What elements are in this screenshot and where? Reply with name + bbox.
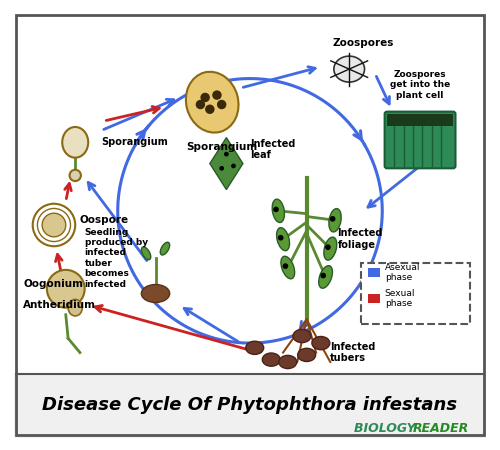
Circle shape [278, 235, 283, 241]
Ellipse shape [62, 127, 88, 158]
Circle shape [42, 213, 66, 237]
Ellipse shape [324, 237, 337, 260]
Circle shape [205, 104, 214, 114]
Text: READER: READER [413, 422, 469, 435]
Circle shape [70, 170, 81, 181]
Ellipse shape [279, 356, 297, 369]
Text: Seedling
produced by
infected
tuber
becomes
infected: Seedling produced by infected tuber beco… [84, 228, 148, 288]
Circle shape [231, 164, 236, 168]
Text: Sexual
phase: Sexual phase [384, 289, 415, 308]
Circle shape [282, 263, 288, 269]
Text: Oospore: Oospore [80, 215, 129, 225]
Ellipse shape [312, 337, 330, 350]
Text: Sporangium: Sporangium [101, 137, 168, 147]
Bar [368, 294, 380, 303]
Ellipse shape [293, 329, 311, 342]
Ellipse shape [246, 341, 264, 355]
Text: BIOLOGY: BIOLOGY [354, 422, 420, 435]
Ellipse shape [329, 209, 341, 232]
Ellipse shape [160, 242, 170, 255]
Text: Antheridium: Antheridium [24, 300, 97, 310]
Text: Zoospores
get into the
plant cell: Zoospores get into the plant cell [390, 70, 450, 100]
Text: Oogonium: Oogonium [24, 279, 84, 289]
Polygon shape [210, 138, 243, 189]
Text: Infected
leaf: Infected leaf [250, 139, 296, 160]
Ellipse shape [334, 56, 364, 82]
Circle shape [200, 93, 210, 102]
Ellipse shape [298, 348, 316, 361]
Ellipse shape [262, 353, 280, 366]
Circle shape [325, 244, 331, 250]
Circle shape [273, 207, 279, 212]
Ellipse shape [186, 72, 238, 133]
Bar [368, 269, 380, 277]
Ellipse shape [276, 228, 289, 251]
Bar [14, 374, 486, 437]
Text: Asexual
phase: Asexual phase [384, 263, 420, 283]
Ellipse shape [318, 266, 332, 288]
Circle shape [220, 166, 224, 171]
Text: Infected
foliage: Infected foliage [338, 228, 383, 250]
Ellipse shape [142, 247, 151, 260]
Bar [387, 114, 453, 126]
Ellipse shape [68, 299, 82, 316]
Circle shape [320, 273, 326, 279]
FancyBboxPatch shape [384, 112, 456, 168]
Ellipse shape [272, 199, 284, 222]
Ellipse shape [281, 256, 294, 279]
FancyBboxPatch shape [361, 263, 470, 324]
Text: Zoospores: Zoospores [332, 38, 394, 48]
Ellipse shape [142, 284, 170, 302]
Text: Disease Cycle Of Phytophthora infestans: Disease Cycle Of Phytophthora infestans [42, 396, 458, 414]
Circle shape [217, 100, 226, 109]
Circle shape [47, 270, 84, 308]
Circle shape [212, 90, 222, 100]
Text: Infected
tubers: Infected tubers [330, 342, 376, 363]
Circle shape [224, 152, 228, 157]
Text: Sporangium: Sporangium [186, 142, 258, 153]
Circle shape [330, 216, 336, 222]
Circle shape [196, 100, 205, 109]
